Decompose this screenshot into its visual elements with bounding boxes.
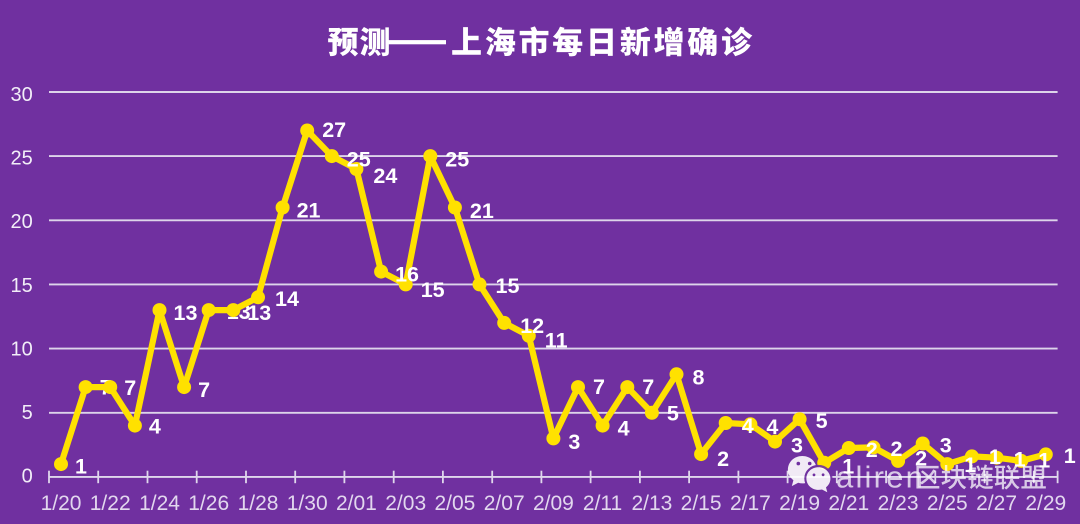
svg-text:4: 4 (742, 414, 754, 438)
svg-text:2/05: 2/05 (434, 492, 475, 515)
svg-text:1: 1 (964, 453, 976, 477)
svg-text:4: 4 (766, 415, 778, 439)
svg-text:2: 2 (866, 438, 878, 462)
svg-text:25: 25 (445, 147, 469, 171)
svg-text:1/24: 1/24 (139, 492, 180, 515)
svg-text:2/29: 2/29 (1025, 492, 1066, 515)
svg-text:2/19: 2/19 (779, 492, 820, 515)
svg-text:2: 2 (891, 437, 903, 461)
svg-text:1: 1 (842, 455, 854, 479)
svg-text:2: 2 (915, 447, 927, 471)
svg-text:4: 4 (618, 416, 630, 440)
svg-text:2/27: 2/27 (976, 492, 1017, 515)
svg-text:2/11: 2/11 (583, 492, 622, 515)
svg-text:25: 25 (347, 147, 371, 171)
svg-text:13: 13 (174, 301, 198, 325)
svg-text:1/28: 1/28 (238, 492, 279, 515)
svg-text:2/25: 2/25 (927, 492, 968, 515)
svg-text:3: 3 (940, 433, 952, 457)
svg-text:7: 7 (124, 376, 136, 400)
svg-text:25: 25 (11, 148, 33, 170)
svg-text:10: 10 (11, 338, 33, 360)
svg-text:1/20: 1/20 (41, 492, 82, 515)
svg-text:2/01: 2/01 (336, 492, 377, 515)
svg-text:2/23: 2/23 (878, 492, 919, 515)
svg-text:1: 1 (75, 454, 87, 478)
svg-text:11: 11 (545, 329, 568, 353)
svg-text:30: 30 (11, 84, 33, 106)
svg-text:1/26: 1/26 (188, 492, 229, 515)
svg-text:2/17: 2/17 (730, 492, 771, 515)
svg-text:8: 8 (693, 366, 705, 390)
svg-text:0: 0 (22, 466, 33, 488)
svg-text:24: 24 (373, 164, 397, 188)
svg-text:21: 21 (470, 199, 494, 223)
svg-text:16: 16 (395, 262, 419, 286)
svg-text:2/15: 2/15 (681, 492, 722, 515)
svg-text:1: 1 (989, 445, 1001, 469)
svg-text:1/30: 1/30 (287, 492, 328, 515)
svg-text:15: 15 (421, 278, 445, 302)
svg-text:12: 12 (520, 314, 544, 338)
svg-text:7: 7 (642, 375, 654, 399)
svg-text:21: 21 (297, 198, 321, 222)
svg-text:3: 3 (568, 430, 580, 454)
svg-text:aliren: aliren (836, 460, 925, 495)
svg-text:2: 2 (717, 447, 729, 471)
svg-text:15: 15 (496, 274, 520, 298)
svg-text:7: 7 (198, 378, 210, 402)
svg-text:2/21: 2/21 (828, 492, 869, 515)
svg-text:20: 20 (11, 211, 33, 233)
svg-text:1: 1 (1014, 448, 1026, 472)
svg-text:15: 15 (11, 275, 33, 297)
svg-text:5: 5 (22, 402, 33, 424)
svg-text:4: 4 (149, 414, 161, 438)
svg-text:5: 5 (667, 402, 679, 426)
svg-text:1/22: 1/22 (90, 492, 131, 515)
svg-text:14: 14 (275, 287, 299, 311)
svg-text:2/13: 2/13 (631, 492, 672, 515)
svg-text:1: 1 (1064, 444, 1076, 468)
svg-text:5: 5 (816, 409, 828, 433)
svg-text:2/07: 2/07 (484, 492, 525, 515)
svg-text:2/03: 2/03 (385, 492, 426, 515)
svg-text:13: 13 (247, 301, 271, 325)
svg-text:27: 27 (322, 118, 346, 142)
svg-text:2/09: 2/09 (533, 492, 574, 515)
svg-text:3: 3 (791, 433, 803, 457)
svg-text:7: 7 (593, 375, 605, 399)
